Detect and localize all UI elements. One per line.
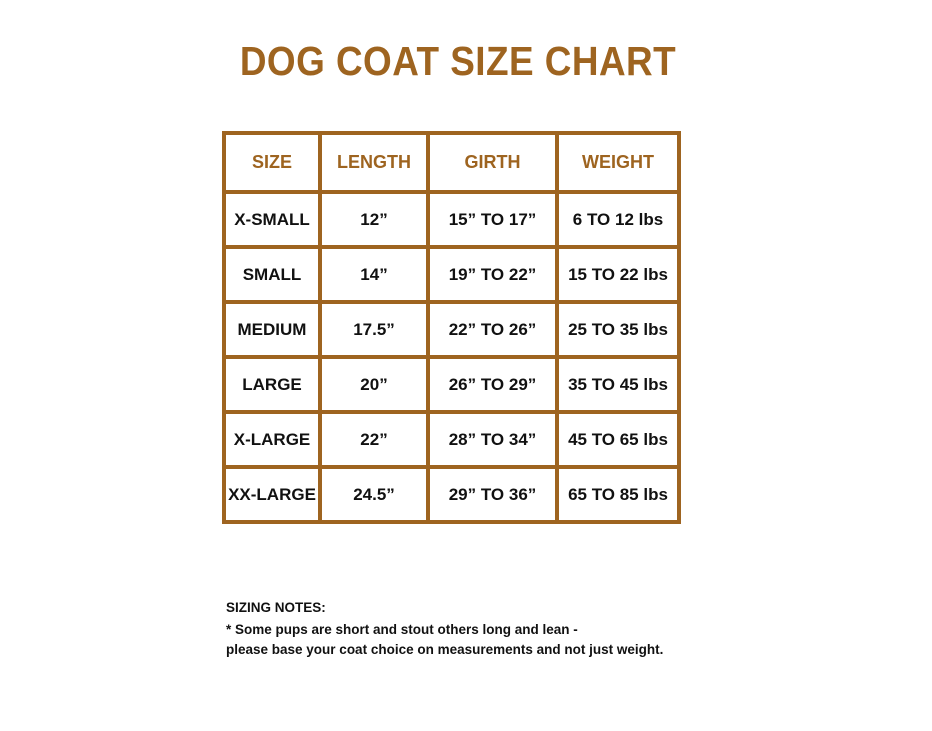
cell-size: LARGE [222, 355, 322, 414]
cell-girth: 19” TO 22” [426, 245, 559, 304]
table-row: SMALL 14” 19” TO 22” 15 TO 22 lbs [222, 245, 681, 304]
notes-line-2: please base your coat choice on measurem… [226, 642, 664, 657]
cell-weight: 35 TO 45 lbs [555, 355, 681, 414]
cell-size: X-SMALL [222, 190, 322, 249]
cell-size: SMALL [222, 245, 322, 304]
cell-length: 12” [318, 190, 430, 249]
header-size: SIZE [222, 131, 322, 194]
table-row: X-LARGE 22” 28” TO 34” 45 TO 65 lbs [222, 410, 681, 469]
size-chart-table: SIZE LENGTH GIRTH WEIGHT X-SMALL 12” 15” T… [222, 131, 681, 524]
cell-girth: 22” TO 26” [426, 300, 559, 359]
header-girth: GIRTH [426, 131, 559, 194]
table-row: LARGE 20” 26” TO 29” 35 TO 45 lbs [222, 355, 681, 414]
cell-weight: 6 TO 12 lbs [555, 190, 681, 249]
cell-girth: 15” TO 17” [426, 190, 559, 249]
cell-size: X-LARGE [222, 410, 322, 469]
cell-weight: 45 TO 65 lbs [555, 410, 681, 469]
table-row: XX-LARGE 24.5” 29” TO 36” 65 TO 85 lbs [222, 465, 681, 524]
cell-size: MEDIUM [222, 300, 322, 359]
cell-length: 22” [318, 410, 430, 469]
sizing-notes: SIZING NOTES: * Some pups are short and … [226, 598, 663, 660]
table-row: MEDIUM 17.5” 22” TO 26” 25 TO 35 lbs [222, 300, 681, 359]
cell-girth: 26” TO 29” [426, 355, 559, 414]
cell-length: 20” [318, 355, 430, 414]
cell-weight: 15 TO 22 lbs [555, 245, 681, 304]
cell-weight: 25 TO 35 lbs [555, 300, 681, 359]
cell-girth: 29” TO 36” [426, 465, 559, 524]
cell-length: 24.5” [318, 465, 430, 524]
notes-heading: SIZING NOTES: [226, 600, 326, 615]
notes-line-1: * Some pups are short and stout others l… [226, 622, 578, 637]
header-weight: WEIGHT [555, 131, 681, 194]
table-row: X-SMALL 12” 15” TO 17” 6 TO 12 lbs [222, 190, 681, 249]
cell-length: 17.5” [318, 300, 430, 359]
cell-size: XX-LARGE [222, 465, 322, 524]
cell-weight: 65 TO 85 lbs [555, 465, 681, 524]
page-title: DOG COAT SIZE CHART [239, 38, 677, 84]
cell-girth: 28” TO 34” [426, 410, 559, 469]
table-header-row: SIZE LENGTH GIRTH WEIGHT [222, 131, 681, 194]
header-length: LENGTH [318, 131, 430, 194]
cell-length: 14” [318, 245, 430, 304]
